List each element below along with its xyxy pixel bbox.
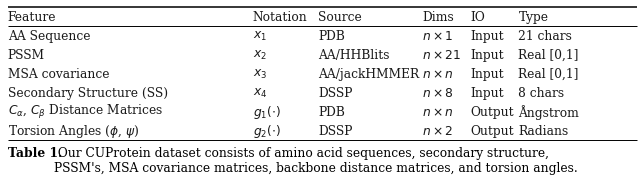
Text: Ångstrom: Ångstrom: [518, 105, 579, 120]
Text: $x_4$: $x_4$: [253, 87, 268, 100]
Text: Output: Output: [470, 125, 514, 138]
Text: Real [0,1]: Real [0,1]: [518, 49, 579, 62]
Text: $n \times 2$: $n \times 2$: [422, 125, 454, 138]
Text: $n \times n$: $n \times n$: [422, 68, 454, 81]
Text: AA Sequence: AA Sequence: [8, 30, 90, 43]
Text: $x_2$: $x_2$: [253, 49, 267, 62]
Text: 21 chars: 21 chars: [518, 30, 572, 43]
Text: Input: Input: [470, 68, 504, 81]
Text: $n \times 1$: $n \times 1$: [422, 30, 454, 43]
Text: $g_1(\cdot)$: $g_1(\cdot)$: [253, 104, 281, 121]
Text: Feature: Feature: [8, 11, 56, 24]
Text: $x_3$: $x_3$: [253, 68, 267, 81]
Text: Type: Type: [518, 11, 548, 24]
Text: AA/HHBlits: AA/HHBlits: [318, 49, 390, 62]
Text: Torsion Angles ($\phi$, $\psi$): Torsion Angles ($\phi$, $\psi$): [8, 123, 139, 140]
Text: Real [0,1]: Real [0,1]: [518, 68, 579, 81]
Text: Our CUProtein dataset consists of amino acid sequences, secondary structure,
PSS: Our CUProtein dataset consists of amino …: [54, 147, 578, 175]
Text: $n \times 21$: $n \times 21$: [422, 49, 461, 62]
Text: Table 1.: Table 1.: [8, 147, 62, 160]
Text: IO: IO: [470, 11, 485, 24]
Text: DSSP: DSSP: [318, 87, 353, 100]
Text: DSSP: DSSP: [318, 125, 353, 138]
Text: 8 chars: 8 chars: [518, 87, 564, 100]
Text: $n \times 8$: $n \times 8$: [422, 87, 454, 100]
Text: Dims: Dims: [422, 11, 454, 24]
Text: $x_1$: $x_1$: [253, 30, 267, 43]
Text: Secondary Structure (SS): Secondary Structure (SS): [8, 87, 168, 100]
Text: AA/jackHMMER: AA/jackHMMER: [318, 68, 419, 81]
Text: Output: Output: [470, 106, 514, 119]
Text: Source: Source: [318, 11, 362, 24]
Text: MSA covariance: MSA covariance: [8, 68, 109, 81]
Text: PSSM: PSSM: [8, 49, 45, 62]
Text: $C_{\alpha}$, $C_{\beta}$ Distance Matrices: $C_{\alpha}$, $C_{\beta}$ Distance Matri…: [8, 103, 163, 121]
Text: Input: Input: [470, 49, 504, 62]
Text: $n \times n$: $n \times n$: [422, 106, 454, 119]
Text: Notation: Notation: [253, 11, 308, 24]
Text: PDB: PDB: [318, 106, 345, 119]
Text: Input: Input: [470, 87, 504, 100]
Text: Radians: Radians: [518, 125, 569, 138]
Text: PDB: PDB: [318, 30, 345, 43]
Text: Input: Input: [470, 30, 504, 43]
Text: $g_2(\cdot)$: $g_2(\cdot)$: [253, 123, 281, 140]
